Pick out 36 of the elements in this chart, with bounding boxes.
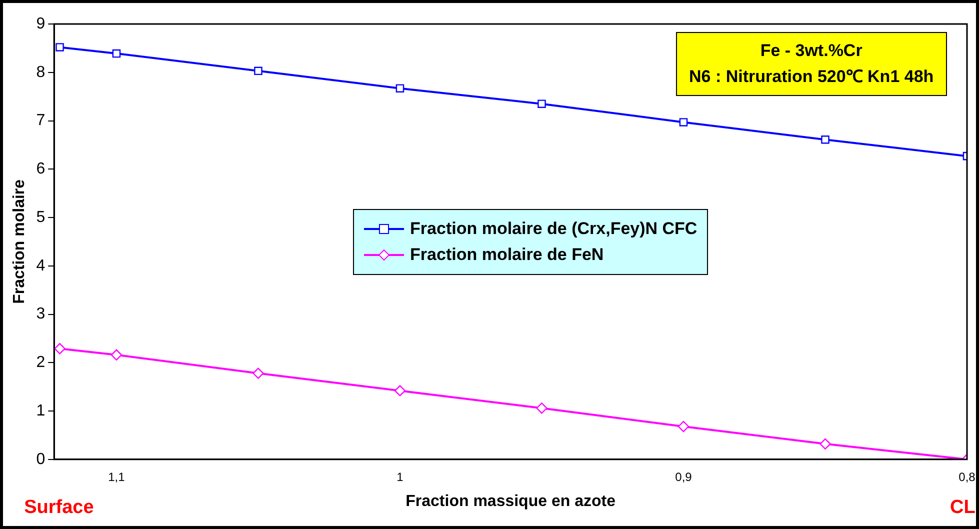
point (396, 84, 404, 92)
annotation: N6 : Nitruration 520℃ Kn1 48h (689, 67, 934, 86)
legend-label: Fraction molaire de FeN (410, 244, 604, 265)
x-tick-label: 1,1 (108, 470, 126, 484)
point (821, 135, 830, 144)
annotation: Fe - 3wt.%Cr (760, 41, 862, 60)
y-tick-label: 1 (36, 402, 46, 420)
point (678, 420, 690, 432)
y-tick-label: 6 (36, 160, 46, 178)
y-tick-label: 2 (36, 354, 46, 372)
point (254, 66, 262, 76)
point (252, 368, 264, 379)
x-axis-title: Fraction massique en azote (406, 492, 616, 510)
y-tick-label: 9 (36, 15, 46, 32)
x-tick-label: 0,9 (675, 470, 692, 484)
y-tick-label: 4 (36, 257, 46, 274)
x-tick-label: 1 (396, 470, 404, 484)
point (112, 49, 121, 58)
y-tick-label: 3 (36, 306, 46, 323)
point (394, 385, 406, 396)
point (110, 349, 122, 361)
text: CL (950, 497, 976, 520)
x-tick-label: 0,8 (958, 470, 976, 484)
point (820, 438, 831, 450)
point (536, 402, 548, 414)
y-tick-label: 0 (36, 450, 46, 468)
point (538, 100, 546, 108)
y-tick-label: 7 (36, 112, 46, 130)
point (679, 118, 688, 126)
text: Surface (24, 497, 94, 520)
point (56, 43, 64, 52)
legend-label: Fraction molaire de (Crx,Fey)N CFC (410, 218, 698, 239)
y-tick-label: 8 (36, 64, 46, 81)
y-tick-label: 5 (36, 208, 46, 226)
y-axis-title: Fraction molaire (11, 179, 28, 304)
point (54, 343, 66, 354)
